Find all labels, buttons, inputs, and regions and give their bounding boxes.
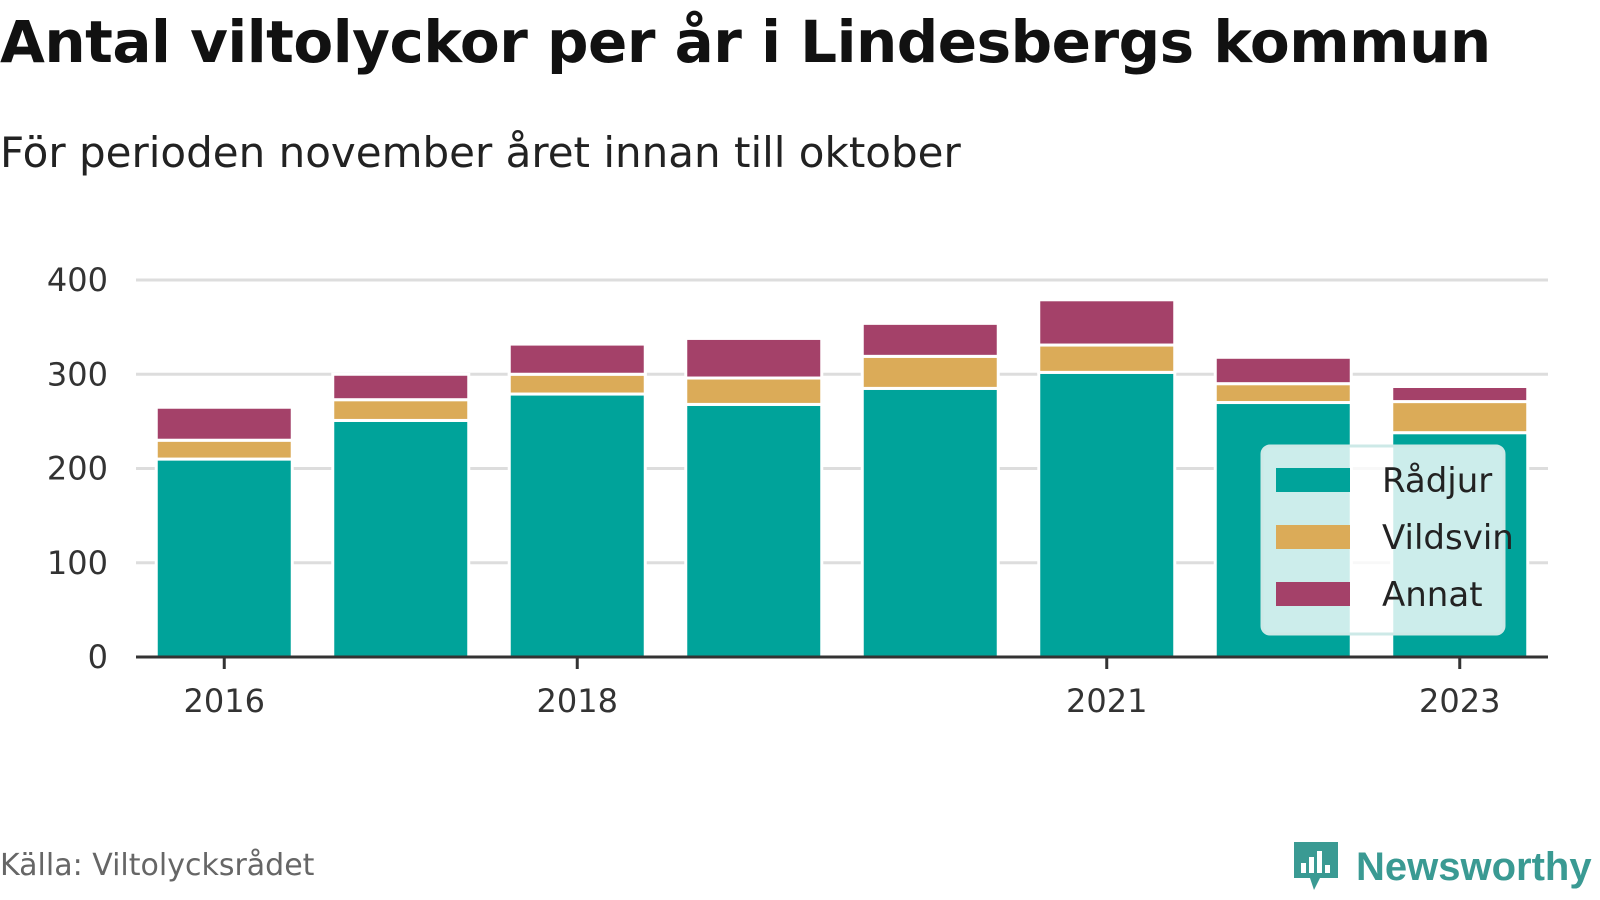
y-tick-label: 0 xyxy=(88,638,108,676)
x-tick-label: 2018 xyxy=(537,682,618,720)
bar-segment-vildsvin xyxy=(507,372,647,396)
y-tick-label: 300 xyxy=(47,355,108,393)
y-tick-label: 200 xyxy=(47,450,108,488)
bar-segment-annat xyxy=(507,342,647,376)
x-tick-label: 2023 xyxy=(1419,682,1500,720)
bar-segment-annat xyxy=(860,321,1000,358)
source-note: Källa: Viltolycksrådet xyxy=(0,848,315,883)
bar-segment-vildsvin xyxy=(154,438,294,461)
chart-title: Antal viltolyckor per år i Lindesbergs k… xyxy=(0,8,1491,76)
bar-segment-annat xyxy=(1213,355,1353,386)
y-tick-label: 400 xyxy=(47,261,108,299)
bar-segment-vildsvin xyxy=(1037,343,1177,374)
y-tick-label: 100 xyxy=(47,544,108,582)
bar-segment-vildsvin xyxy=(331,398,471,422)
brand-name: Newsworthy xyxy=(1356,844,1592,889)
bar-segment-rådjur xyxy=(507,392,647,659)
bar-segment-vildsvin xyxy=(684,376,824,406)
bar-segment-rådjur xyxy=(154,457,294,659)
legend-label: Annat xyxy=(1382,575,1483,615)
legend-swatch-annat xyxy=(1276,582,1350,606)
newsworthy-icon xyxy=(1294,842,1338,890)
bar-segment-annat xyxy=(331,372,471,402)
brand-logo: Newsworthy xyxy=(1290,838,1592,896)
legend-swatch-vildsvin xyxy=(1276,525,1350,549)
legend-label: Vildsvin xyxy=(1382,518,1514,558)
bar-segment-annat xyxy=(1037,298,1177,347)
bar-segment-annat xyxy=(154,405,294,442)
legend-label: Rådjur xyxy=(1382,461,1492,501)
x-tick-label: 2016 xyxy=(184,682,265,720)
x-tick-label: 2021 xyxy=(1066,682,1147,720)
legend-swatch-rådjur xyxy=(1276,468,1350,492)
chart-subtitle: För perioden november året innan till ok… xyxy=(0,128,961,177)
bar-segment-vildsvin xyxy=(1390,400,1530,435)
bar-segment-rådjur xyxy=(1037,370,1177,659)
bar-segment-vildsvin xyxy=(860,354,1000,390)
bar-segment-annat xyxy=(1390,385,1530,404)
bar-segment-rådjur xyxy=(684,402,824,659)
bar-segment-rådjur xyxy=(860,386,1000,659)
bar-segment-annat xyxy=(684,336,824,380)
bar-segment-rådjur xyxy=(331,418,471,659)
bar-segment-vildsvin xyxy=(1213,382,1353,405)
